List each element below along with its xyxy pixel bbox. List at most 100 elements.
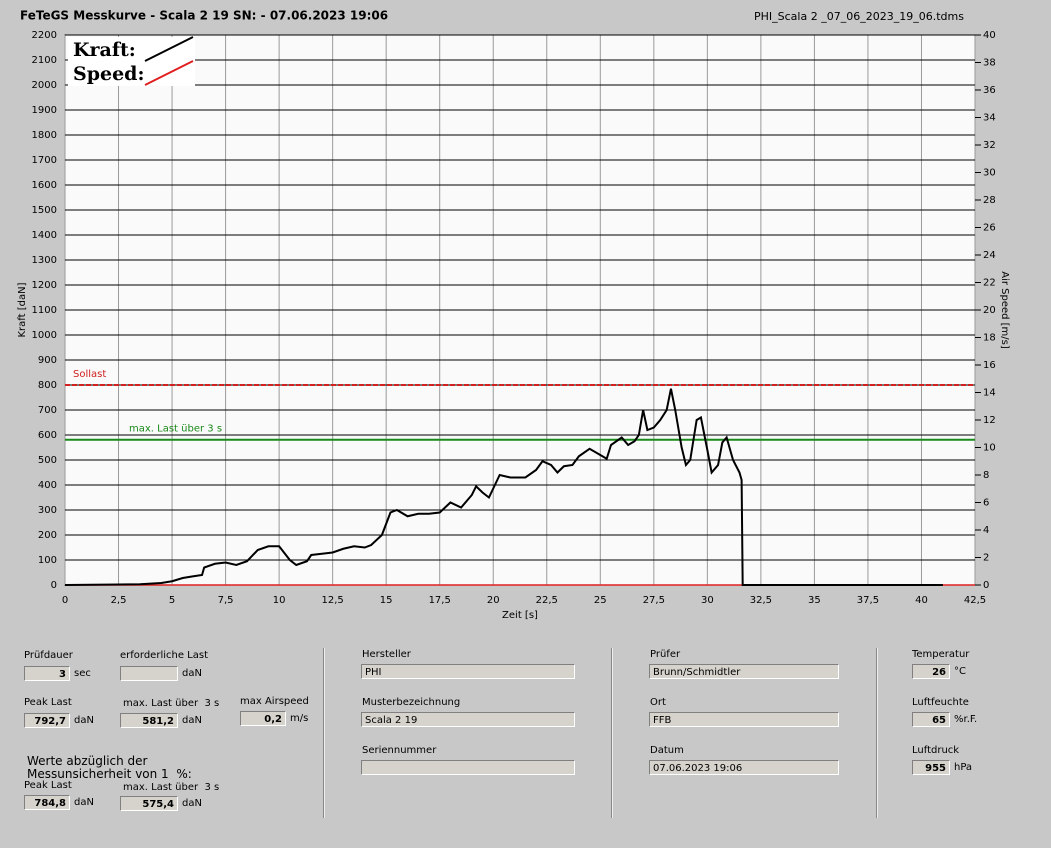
y-tick-label: 700 xyxy=(38,405,57,416)
y2-tick-label: 22 xyxy=(983,278,996,289)
field-label: Seriennummer xyxy=(362,745,437,756)
field-label: max Airspeed xyxy=(240,696,309,707)
field-box: 575,4 xyxy=(120,796,178,811)
y2-tick-label: 30 xyxy=(983,168,996,179)
field-label: Luftdruck xyxy=(912,745,960,756)
y2-tick-label: 26 xyxy=(983,223,996,234)
y2-tick-label: 6 xyxy=(983,498,989,509)
field-label: max. Last über 3 s xyxy=(123,782,220,793)
y2-tick-label: 24 xyxy=(983,250,996,261)
x-tick-label: 20 xyxy=(487,595,500,606)
separator xyxy=(611,648,613,818)
legend-label: Kraft: xyxy=(73,39,136,61)
y-tick-label: 1700 xyxy=(32,155,57,166)
y2-tick-label: 14 xyxy=(983,388,996,399)
separator xyxy=(323,648,325,818)
legend-label: Speed: xyxy=(73,63,144,85)
y2-tick-label: 10 xyxy=(983,443,996,454)
legend-swatch xyxy=(144,60,194,86)
note: Werte abzüglich der xyxy=(27,754,148,768)
y-axis-label: Kraft [daN] xyxy=(17,282,28,337)
y-tick-label: 200 xyxy=(38,530,57,541)
y2-tick-label: 40 xyxy=(983,30,996,41)
field-box: 3 xyxy=(24,666,70,681)
y-tick-label: 1100 xyxy=(32,305,57,316)
y-tick-label: 2100 xyxy=(32,55,57,66)
y2-tick-label: 28 xyxy=(983,195,996,206)
x-tick-label: 12,5 xyxy=(322,595,344,606)
y-tick-label: 1900 xyxy=(32,105,57,116)
x-tick-label: 10 xyxy=(273,595,286,606)
y-tick-label: 400 xyxy=(38,480,57,491)
x-tick-label: 40 xyxy=(915,595,928,606)
field-box: Brunn/Schmidtler xyxy=(649,664,839,679)
x-tick-label: 15 xyxy=(380,595,393,606)
y2-tick-label: 8 xyxy=(983,470,989,481)
field-box: 65 xyxy=(912,712,950,727)
field-unit: hPa xyxy=(954,762,973,773)
y-tick-label: 1300 xyxy=(32,255,57,266)
y-tick-label: 1800 xyxy=(32,130,57,141)
note: Messunsicherheit von 1 %: xyxy=(27,767,192,781)
field-box: 26 xyxy=(912,664,950,679)
series-line xyxy=(64,388,943,586)
y-tick-label: 300 xyxy=(38,505,57,516)
field-unit: daN xyxy=(74,797,94,808)
y2-tick-label: 32 xyxy=(983,140,996,151)
field-unit: %r.F. xyxy=(954,714,978,725)
field-box xyxy=(120,666,178,681)
field-label: Peak Last xyxy=(24,697,72,708)
y-tick-label: 0 xyxy=(51,580,57,591)
legend xyxy=(68,37,195,86)
reference-label: Sollast xyxy=(73,369,106,380)
field-unit: daN xyxy=(74,715,94,726)
field-box: PHI xyxy=(361,664,575,679)
y2-tick-label: 2 xyxy=(983,553,989,564)
field-box: 955 xyxy=(912,760,950,775)
field-box: 792,7 xyxy=(24,713,70,728)
y-tick-label: 2200 xyxy=(32,30,57,41)
field-label: Prüfer xyxy=(650,649,681,660)
field-label: Peak Last xyxy=(24,780,72,791)
field-label: Datum xyxy=(650,745,684,756)
x-tick-label: 30 xyxy=(701,595,714,606)
y-tick-label: 600 xyxy=(38,430,57,441)
x-axis-label: Zeit [s] xyxy=(502,610,538,621)
y-tick-label: 800 xyxy=(38,380,57,391)
field-label: max. Last über 3 s xyxy=(123,698,220,709)
y2-tick-label: 20 xyxy=(983,305,996,316)
y-tick-label: 1400 xyxy=(32,230,57,241)
y2-tick-label: 36 xyxy=(983,85,996,96)
y2-axis-label: Air Speed [m/s] xyxy=(999,271,1010,349)
y2-tick-label: 16 xyxy=(983,360,996,371)
y-tick-label: 100 xyxy=(38,555,57,566)
field-box: FFB xyxy=(649,712,839,727)
x-tick-label: 25 xyxy=(594,595,607,606)
chart: FeTeGS Messkurve - Scala 2 19 SN: - 07.0… xyxy=(17,9,1010,622)
field-box: Scala 2 19 xyxy=(361,712,575,727)
x-tick-label: 22,5 xyxy=(536,595,558,606)
field-label: Luftfeuchte xyxy=(912,697,969,708)
x-tick-label: 17,5 xyxy=(429,595,451,606)
field-unit: daN xyxy=(182,715,202,726)
x-tick-label: 7,5 xyxy=(218,595,234,606)
field-unit: °C xyxy=(954,666,966,677)
field-label: Temperatur xyxy=(912,649,970,660)
y2-tick-label: 34 xyxy=(983,113,996,124)
y-tick-label: 500 xyxy=(38,455,57,466)
field-unit: m/s xyxy=(290,713,309,724)
reference-label: max. Last über 3 s xyxy=(129,424,222,435)
y2-tick-label: 12 xyxy=(983,415,996,426)
field-unit: daN xyxy=(182,798,202,809)
field-box: 07.06.2023 19:06 xyxy=(649,760,839,775)
y-tick-label: 2000 xyxy=(32,80,57,91)
field-box xyxy=(361,760,575,775)
y-tick-label: 1000 xyxy=(32,330,57,341)
y2-tick-label: 4 xyxy=(983,525,989,536)
x-tick-label: 32,5 xyxy=(750,595,772,606)
field-box: 581,2 xyxy=(120,713,178,728)
legend-swatch xyxy=(144,36,194,62)
x-tick-label: 27,5 xyxy=(643,595,665,606)
field-unit: daN xyxy=(182,668,202,679)
